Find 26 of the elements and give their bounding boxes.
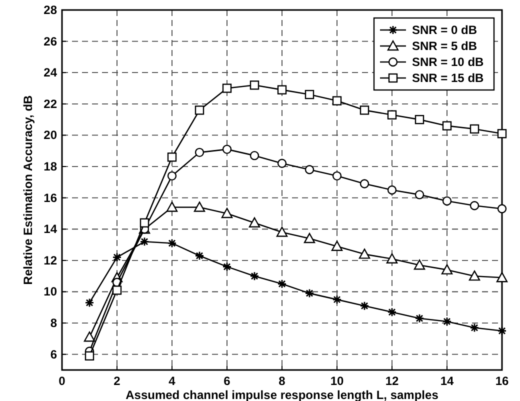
x-tick-label: 8 [278, 374, 286, 388]
x-tick-label: 6 [224, 374, 231, 388]
y-tick-label: 8 [50, 316, 58, 330]
y-tick-label: 14 [44, 222, 58, 236]
x-tick-label: 0 [58, 374, 66, 388]
y-tick-label: 6 [50, 347, 58, 362]
y-tick-label: 12 [44, 253, 58, 268]
y-tick-label: 24 [44, 66, 58, 80]
x-tick-label: 2 [114, 374, 121, 388]
legend-label: SNR = 0 dB [412, 23, 478, 37]
x-tick-label: 14 [440, 374, 454, 388]
y-tick-label: 10 [44, 284, 58, 299]
legend-label: SNR = 15 dB [412, 71, 484, 85]
legend-label: SNR = 5 dB [412, 39, 478, 53]
x-tick-label: 4 [168, 374, 176, 388]
y-tick-label: 18 [44, 160, 58, 174]
x-tick-label: 12 [385, 374, 399, 388]
legend-label: SNR = 10 dB [412, 55, 484, 69]
y-tick-label: 28 [44, 3, 58, 17]
x-tick-label: 16 [495, 374, 509, 388]
x-tick-label: 10 [330, 374, 344, 388]
y-tick-label: 16 [44, 190, 58, 205]
y-tick-label: 26 [44, 34, 58, 48]
y-axis-title: Relative Estimation Accuracy, dB [21, 94, 35, 285]
y-tick-label: 22 [44, 96, 58, 111]
y-tick-label: 20 [44, 128, 58, 142]
